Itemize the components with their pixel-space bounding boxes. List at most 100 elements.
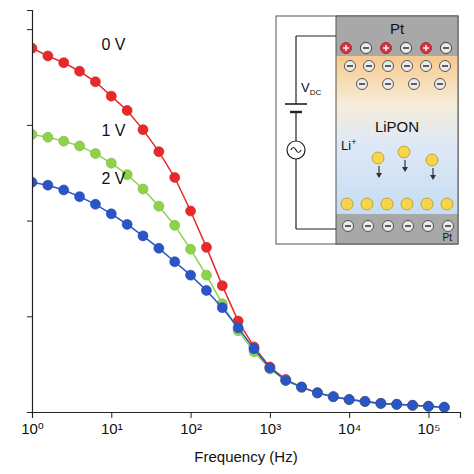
negative-charge	[343, 221, 354, 232]
series-marker	[233, 323, 243, 333]
negative-charge	[441, 43, 452, 54]
series-marker	[281, 374, 291, 384]
negative-charge	[383, 79, 394, 90]
li-ion	[361, 198, 373, 210]
series-marker	[423, 401, 433, 411]
x-tick-mark	[428, 412, 429, 418]
x-tick-label: 10⁰	[21, 420, 44, 437]
series-marker	[122, 106, 132, 116]
series-marker	[201, 285, 211, 295]
ion-label: Li+	[341, 137, 356, 153]
series-marker	[376, 398, 386, 408]
charge-circle	[402, 61, 413, 72]
chart: PtLiPONLi+PtVDC0 V1 V2 V10⁰10¹10²10³10⁴1…	[0, 0, 474, 474]
negative-charge	[401, 43, 412, 54]
series-marker	[312, 388, 322, 398]
charge-sign	[404, 65, 410, 66]
positive-charge	[421, 43, 432, 54]
series-marker	[281, 375, 291, 385]
positive-charge	[381, 43, 392, 54]
series-labels: 0 V 1 V 2 V	[101, 36, 125, 187]
series-marker	[360, 396, 370, 406]
charge-sign	[363, 47, 369, 48]
series-marker	[297, 382, 307, 392]
ion-label-text: Li	[341, 138, 351, 153]
negative-charge	[441, 43, 452, 54]
series-marker	[360, 396, 370, 406]
series-marker	[186, 270, 196, 280]
charge-circle	[441, 43, 452, 54]
series-marker	[106, 91, 116, 101]
series-marker	[217, 281, 227, 291]
series-marker	[376, 398, 386, 408]
ac-symbol	[291, 148, 301, 153]
charge-circle	[383, 61, 394, 72]
cell-outline	[336, 16, 458, 244]
series-marker	[138, 125, 148, 135]
y-tick-mark	[27, 412, 32, 413]
series-marker	[154, 201, 164, 211]
series-marker	[265, 363, 275, 373]
series-marker	[217, 303, 227, 313]
series-marker	[312, 388, 322, 398]
battery-plate	[285, 103, 307, 105]
charge-sign	[385, 45, 386, 51]
charge-circle	[383, 79, 394, 90]
y-tick-mark	[27, 125, 32, 126]
series-line	[32, 48, 444, 407]
charge-sign	[423, 65, 429, 66]
series-marker	[138, 231, 148, 241]
series-marker	[43, 132, 53, 142]
series-label: 0 V	[101, 36, 125, 53]
series-marker	[170, 173, 180, 183]
plot-data	[32, 43, 449, 412]
charge-circle	[343, 221, 354, 232]
series-marker	[312, 388, 322, 398]
battery-plate	[290, 111, 302, 113]
y-tick	[27, 29, 32, 30]
li-ion	[341, 198, 353, 210]
inset: PtLiPONLi+PtVDC	[276, 16, 458, 244]
charge-circle	[421, 43, 432, 54]
charge-circle	[381, 43, 392, 54]
charge-sign	[443, 47, 449, 48]
series-marker	[408, 400, 418, 410]
negative-charge	[402, 61, 413, 72]
series-marker	[439, 402, 449, 412]
charge-sign	[425, 225, 431, 226]
x-tick: 10¹	[101, 412, 123, 437]
charge-sign	[425, 45, 426, 51]
wire	[295, 159, 296, 229]
y-tick	[27, 221, 32, 222]
charge-sign	[345, 225, 351, 226]
top-electrode	[336, 16, 458, 56]
charge-circle	[361, 43, 372, 54]
negative-charge	[423, 221, 434, 232]
series-marker	[423, 401, 433, 411]
charge-circle	[435, 79, 446, 90]
charge-sign	[442, 65, 448, 66]
li-ion	[401, 198, 413, 210]
inset-frame	[276, 16, 458, 244]
series-marker	[328, 392, 338, 402]
charge-sign	[347, 65, 353, 66]
series-marker	[170, 220, 180, 230]
series-marker	[43, 51, 53, 61]
series-label: 2 V	[101, 170, 125, 187]
series-marker	[423, 401, 433, 411]
charge-sign	[403, 47, 409, 48]
charge-sign	[385, 83, 391, 84]
series-marker	[201, 270, 211, 280]
negative-charge	[443, 221, 454, 232]
series-marker	[154, 147, 164, 157]
negative-charge	[403, 221, 414, 232]
series-label: 1 V	[101, 122, 125, 139]
charge-circle	[443, 221, 454, 232]
series-marker	[59, 58, 69, 68]
voltage-symbol: V	[301, 80, 310, 95]
charge-sign	[365, 225, 371, 226]
x-tick-label: 10⁴	[338, 420, 361, 437]
negative-charge	[361, 43, 372, 54]
wire	[295, 112, 296, 141]
series-marker	[344, 395, 354, 405]
